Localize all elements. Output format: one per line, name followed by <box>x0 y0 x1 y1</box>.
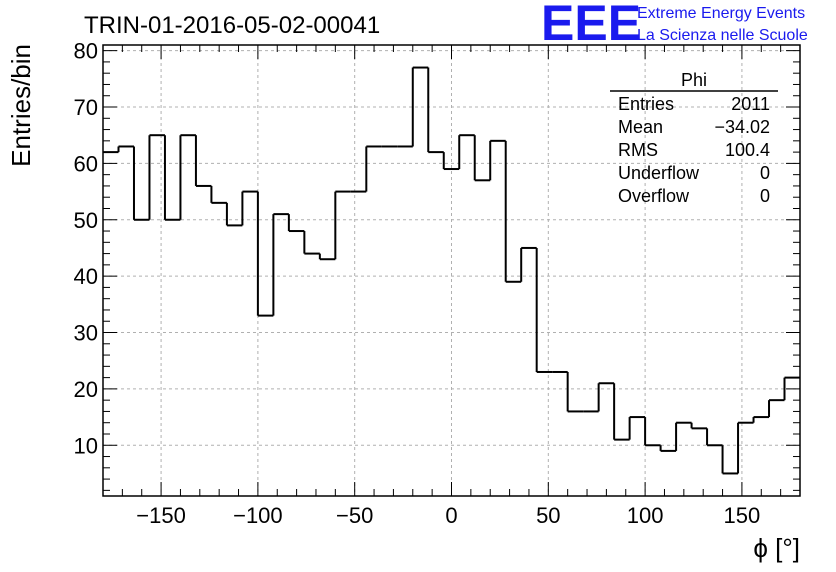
stats-label: RMS <box>618 140 658 160</box>
stats-label: Underflow <box>618 163 700 183</box>
stats-box: Phi Entries 2011 Mean −34.02 RMS 100.4 U… <box>610 70 778 206</box>
stats-label: Mean <box>618 117 663 137</box>
stats-value: 0 <box>760 163 770 183</box>
stats-value: 100.4 <box>725 140 770 160</box>
y-tick-label: 60 <box>74 151 98 176</box>
stats-title: Phi <box>681 70 707 90</box>
x-axis-title: ϕ [°] <box>753 533 800 563</box>
y-tick-label: 30 <box>74 321 98 346</box>
histogram-bins <box>103 66 800 475</box>
y-tick-label: 10 <box>74 433 98 458</box>
x-tick-label: 0 <box>445 503 457 528</box>
logo-line-2: La Scienza nelle Scuole <box>637 27 808 44</box>
x-tick-labels: −150 −100 −50 0 50 100 150 <box>136 503 760 528</box>
y-tick-labels: 10 20 30 40 50 60 70 80 <box>74 39 98 459</box>
axis-ticks <box>102 45 801 496</box>
stats-value: 2011 <box>731 94 770 114</box>
stats-value: 0 <box>760 186 770 206</box>
x-tick-label: −50 <box>336 503 373 528</box>
x-tick-label: −100 <box>233 503 283 528</box>
stats-label: Entries <box>618 94 674 114</box>
stats-label: Overflow <box>618 186 690 206</box>
plot-frame <box>102 44 801 497</box>
logo-line-1: Extreme Energy Events <box>637 5 805 22</box>
y-tick-label: 70 <box>74 95 98 120</box>
y-axis-title: Entries/bin <box>6 44 36 167</box>
y-tick-label: 50 <box>74 208 98 233</box>
x-tick-label: 100 <box>627 503 664 528</box>
y-tick-label: 20 <box>74 377 98 402</box>
stats-value: −34.02 <box>714 117 770 137</box>
y-tick-label: 40 <box>74 264 98 289</box>
eee-logo: EEE Extreme Energy Events La Scienza nel… <box>541 0 808 51</box>
x-tick-label: −150 <box>136 503 186 528</box>
chart-title: TRIN-01-2016-05-02-00041 <box>84 12 380 39</box>
logo-mark: EEE <box>541 0 641 51</box>
x-tick-label: 150 <box>724 503 761 528</box>
y-tick-label: 80 <box>74 39 98 64</box>
x-tick-label: 50 <box>536 503 560 528</box>
